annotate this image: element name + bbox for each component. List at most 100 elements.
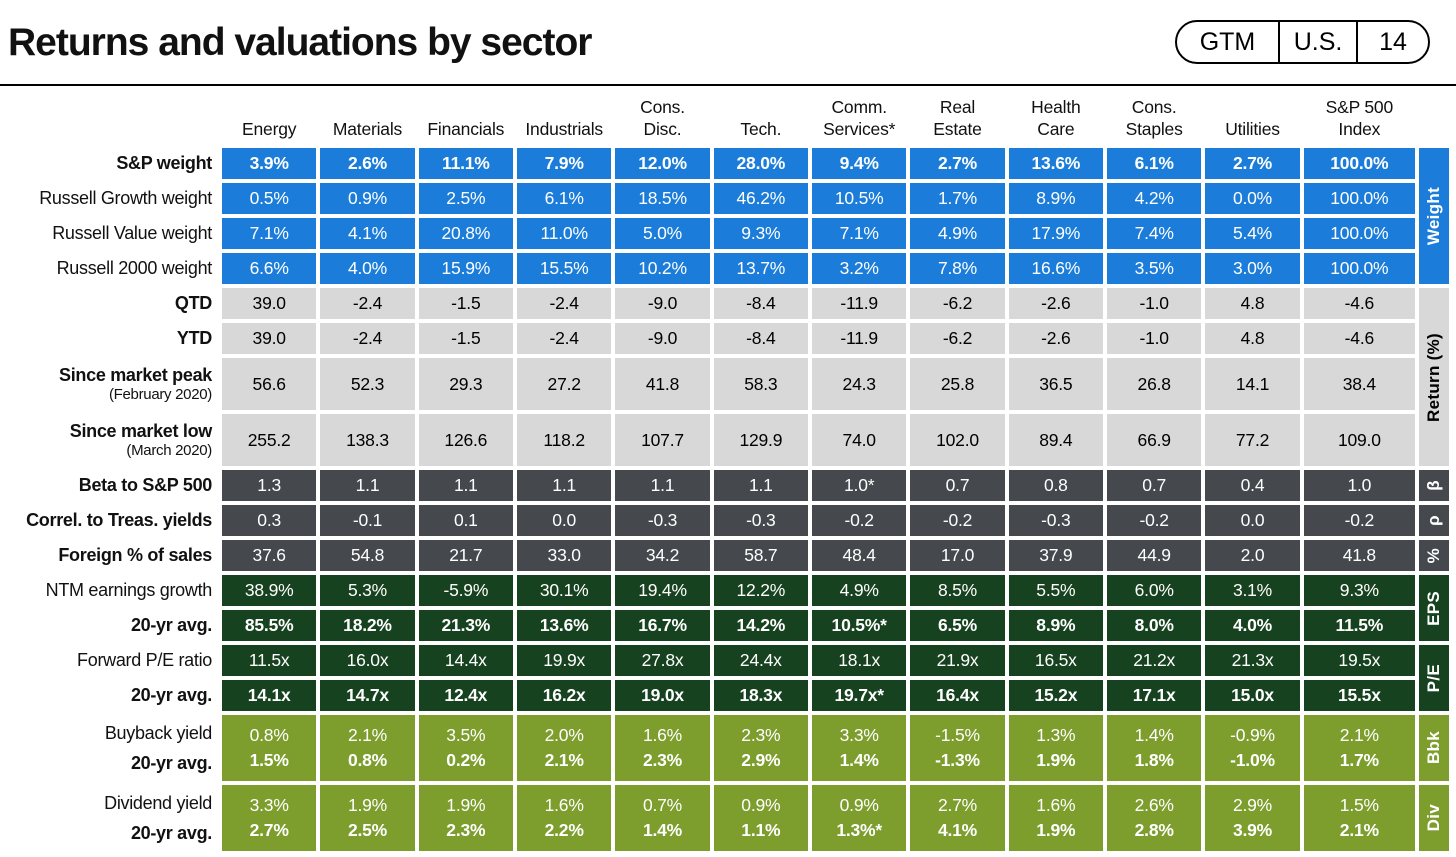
value-cell: 0.0: [1205, 505, 1300, 536]
value-cell: 138.3: [320, 414, 415, 466]
side-label-text: EPS: [1424, 590, 1443, 626]
value-cell: -5.9%: [418, 575, 513, 606]
row-label-avg-text: 20-yr avg.: [130, 752, 212, 773]
column-header: Utilities: [1225, 119, 1280, 140]
value-cell: 15.5%: [517, 253, 612, 284]
value-cell: 1.6% 2.2%: [517, 785, 612, 851]
row-label: Correl. to Treas. yields: [0, 505, 218, 536]
value-cell: 3.5% 0.2%: [418, 715, 513, 781]
side-label-text: ρ: [1424, 515, 1443, 526]
value-cell: 41.8: [615, 358, 710, 410]
cell-value: -1.5%: [935, 725, 980, 745]
cell-avg-value: 2.2%: [544, 819, 584, 840]
value-cell: -6.2: [910, 288, 1005, 319]
cell-avg-value: 1.7%: [1339, 749, 1379, 770]
side-label-text: Return (%): [1424, 332, 1443, 422]
value-cell: 48.4: [812, 540, 907, 571]
value-cell: 109.0: [1303, 414, 1415, 466]
value-cell: 4.0%: [320, 253, 415, 284]
cell-value: 2.1%: [347, 725, 388, 745]
cell-avg-value: 2.8%: [1134, 819, 1174, 840]
row-sublabel-text: (February 2020): [108, 385, 212, 403]
value-cell: 0.7: [910, 470, 1005, 501]
cell-avg-value: 1.1%: [741, 819, 781, 840]
value-cell: 3.9%: [222, 148, 317, 179]
value-cell: -2.6: [1008, 288, 1103, 319]
value-cell: 14.1: [1205, 358, 1300, 410]
value-cell: 12.2%: [713, 575, 808, 606]
value-cell: 3.5%: [1107, 253, 1202, 284]
cell-avg-value: 1.4%: [839, 749, 879, 770]
row-label-text: QTD: [174, 293, 212, 314]
value-cell: -0.2: [1303, 505, 1415, 536]
row-label: Russell Growth weight: [0, 183, 218, 214]
side-label: β: [1419, 470, 1449, 501]
value-cell: 5.0%: [615, 218, 710, 249]
value-cell: 1.9% 2.5%: [320, 785, 415, 851]
value-cell: -0.3: [615, 505, 710, 536]
side-label-text: β: [1424, 480, 1443, 491]
value-cell: -11.9: [812, 323, 907, 354]
row-label-text: 20-yr avg.: [130, 685, 212, 706]
value-cell: -1.5: [418, 323, 513, 354]
value-cell: 1.3: [222, 470, 317, 501]
row-label: YTD: [0, 323, 218, 354]
value-cell: 107.7: [615, 414, 710, 466]
side-label: EPS: [1419, 575, 1449, 641]
value-cell: 19.7x*: [812, 680, 907, 711]
value-cell: 9.4%: [812, 148, 907, 179]
column-header: Health Care: [1031, 97, 1081, 140]
value-cell: 0.3: [222, 505, 317, 536]
value-cell: 11.1%: [418, 148, 513, 179]
cell-avg-value: 3.9%: [1232, 819, 1273, 840]
cell-avg-value: -1.0%: [1230, 749, 1275, 770]
value-cell: 16.5x: [1008, 645, 1103, 676]
side-label: Div: [1419, 785, 1449, 851]
cell-value: 0.8%: [249, 725, 289, 745]
row-label-text: Russell 2000 weight: [56, 258, 213, 279]
value-cell: 1.1: [615, 470, 710, 501]
value-cell: 28.0%: [713, 148, 808, 179]
side-label: ρ: [1419, 505, 1449, 536]
value-cell: 21.9x: [910, 645, 1005, 676]
value-cell: 17.0: [910, 540, 1005, 571]
side-label-text: Div: [1424, 804, 1443, 832]
value-cell: 29.3: [418, 358, 513, 410]
cell-value: 0.7%: [642, 795, 683, 815]
value-cell: 10.2%: [615, 253, 710, 284]
row-label: QTD: [0, 288, 218, 319]
cell-avg-value: 1.9%: [1036, 819, 1076, 840]
value-cell: 16.2x: [517, 680, 612, 711]
column-header: Cons. Disc.: [640, 97, 685, 140]
value-cell: 7.4%: [1107, 218, 1202, 249]
value-cell: 85.5%: [222, 610, 317, 641]
cell-avg-value: 1.4%: [642, 819, 683, 840]
value-cell: 2.7%: [1205, 148, 1300, 179]
value-cell: -1.5: [418, 288, 513, 319]
value-cell: 74.0: [812, 414, 907, 466]
side-label: Bbk: [1419, 715, 1449, 781]
value-cell: -0.2: [910, 505, 1005, 536]
value-cell: 2.3% 2.9%: [713, 715, 808, 781]
row-label: Foreign % of sales: [0, 540, 218, 571]
value-cell: 3.3% 2.7%: [222, 785, 317, 851]
value-cell: 8.0%: [1107, 610, 1202, 641]
value-cell: 3.0%: [1205, 253, 1300, 284]
row-label-text: 20-yr avg.: [130, 615, 212, 636]
value-cell: -4.6: [1303, 323, 1415, 354]
value-cell: 13.6%: [517, 610, 612, 641]
column-header: Comm. Services*: [823, 97, 896, 140]
value-cell: 41.8: [1303, 540, 1415, 571]
value-cell: 16.4x: [910, 680, 1005, 711]
value-cell: 2.1% 1.7%: [1303, 715, 1415, 781]
value-cell: 11.5x: [222, 645, 317, 676]
cell-avg-value: 1.9%: [1036, 749, 1076, 770]
side-label-text: %: [1424, 547, 1443, 564]
value-cell: 18.1x: [812, 645, 907, 676]
value-cell: 0.9% 1.1%: [713, 785, 808, 851]
value-cell: 17.1x: [1107, 680, 1202, 711]
value-cell: 52.3: [320, 358, 415, 410]
side-label: %: [1419, 540, 1449, 571]
column-header: Materials: [332, 119, 403, 140]
value-cell: -2.4: [517, 323, 612, 354]
